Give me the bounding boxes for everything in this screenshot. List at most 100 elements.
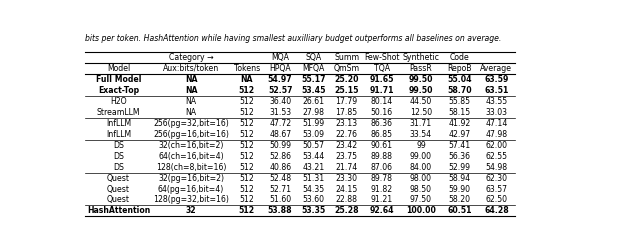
Text: 25.15: 25.15 [334,86,359,95]
Text: 99.00: 99.00 [410,152,432,161]
Text: 24.15: 24.15 [335,184,358,194]
Text: 25.28: 25.28 [334,206,359,215]
Text: 512: 512 [239,184,254,194]
Text: 512: 512 [239,196,254,204]
Text: 47.72: 47.72 [269,119,291,128]
Text: PassR: PassR [410,64,433,73]
Text: 17.85: 17.85 [335,108,358,117]
Text: 64(ch=16,bit=4): 64(ch=16,bit=4) [158,152,224,161]
Text: 91.65: 91.65 [369,75,394,84]
Text: RepoB: RepoB [447,64,472,73]
Text: 53.35: 53.35 [301,206,326,215]
Text: 91.82: 91.82 [371,184,393,194]
Text: NA: NA [186,108,196,117]
Text: 52.86: 52.86 [269,152,291,161]
Text: 128(pg=32,bit=16): 128(pg=32,bit=16) [153,196,229,204]
Text: Code: Code [450,53,470,62]
Text: 53.88: 53.88 [268,206,292,215]
Text: InfLLM: InfLLM [106,130,131,138]
Text: 86.36: 86.36 [371,119,393,128]
Text: 99: 99 [416,140,426,150]
Text: Few-Shot: Few-Shot [364,53,399,62]
Text: DS: DS [113,152,124,161]
Text: HashAttention: HashAttention [87,206,150,215]
Text: Quest: Quest [107,184,130,194]
Text: 62.00: 62.00 [485,140,508,150]
Text: H2O: H2O [110,97,127,106]
Text: 55.17: 55.17 [301,75,326,84]
Text: 63.57: 63.57 [485,184,508,194]
Text: 512: 512 [239,108,254,117]
Text: 50.16: 50.16 [371,108,393,117]
Text: 32(pg=16,bit=2): 32(pg=16,bit=2) [158,173,224,183]
Text: 50.57: 50.57 [302,140,324,150]
Text: 62.50: 62.50 [485,196,508,204]
Text: Average: Average [481,64,513,73]
Text: 54.35: 54.35 [302,184,324,194]
Text: 32(ch=16,bit=2): 32(ch=16,bit=2) [159,140,224,150]
Text: MQA: MQA [271,53,289,62]
Text: 89.78: 89.78 [371,173,393,183]
Text: 84.00: 84.00 [410,163,432,171]
Text: TQA: TQA [374,64,390,73]
Text: 58.15: 58.15 [449,108,471,117]
Text: 33.54: 33.54 [410,130,432,138]
Text: 90.61: 90.61 [371,140,393,150]
Text: 57.41: 57.41 [449,140,471,150]
Text: 512: 512 [239,119,254,128]
Text: StreamLLM: StreamLLM [97,108,140,117]
Text: Synthetic: Synthetic [403,53,440,62]
Text: 41.92: 41.92 [449,119,471,128]
Text: 52.71: 52.71 [269,184,291,194]
Text: 99.50: 99.50 [409,86,433,95]
Text: 89.88: 89.88 [371,152,393,161]
Text: 256(pg=16,bit=16): 256(pg=16,bit=16) [153,130,229,138]
Text: 51.31: 51.31 [302,173,324,183]
Text: 23.30: 23.30 [335,173,358,183]
Text: 60.51: 60.51 [447,206,472,215]
Text: 51.60: 51.60 [269,196,291,204]
Text: 256(pg=32,bit=16): 256(pg=32,bit=16) [153,119,229,128]
Text: Quest: Quest [107,173,130,183]
Text: 52.48: 52.48 [269,173,291,183]
Text: 22.76: 22.76 [335,130,358,138]
Text: 98.50: 98.50 [410,184,432,194]
Text: 62.55: 62.55 [485,152,508,161]
Text: 512: 512 [239,173,254,183]
Text: 91.71: 91.71 [369,86,394,95]
Text: 43.55: 43.55 [485,97,508,106]
Text: 97.50: 97.50 [410,196,432,204]
Text: DS: DS [113,140,124,150]
Text: 23.42: 23.42 [335,140,358,150]
Text: 26.61: 26.61 [302,97,324,106]
Text: Tokens: Tokens [234,64,260,73]
Text: NA: NA [185,86,197,95]
Text: 44.50: 44.50 [410,97,432,106]
Text: 58.70: 58.70 [447,86,472,95]
Text: Category →: Category → [169,53,213,62]
Text: 55.04: 55.04 [447,75,472,84]
Text: 63.51: 63.51 [484,86,509,95]
Text: 23.13: 23.13 [335,119,358,128]
Text: 50.99: 50.99 [269,140,291,150]
Text: 23.75: 23.75 [335,152,358,161]
Text: Exact-Top: Exact-Top [98,86,139,95]
Text: 17.79: 17.79 [335,97,358,106]
Text: 48.67: 48.67 [269,130,291,138]
Text: 128(ch=8,bit=16): 128(ch=8,bit=16) [156,163,227,171]
Text: NA: NA [186,97,196,106]
Text: Model: Model [107,64,130,73]
Text: 512: 512 [239,86,255,95]
Text: 54.98: 54.98 [485,163,508,171]
Text: 31.71: 31.71 [410,119,432,128]
Text: 62.30: 62.30 [485,173,508,183]
Text: DS: DS [113,163,124,171]
Text: 86.85: 86.85 [371,130,393,138]
Text: 54.97: 54.97 [268,75,292,84]
Text: 53.09: 53.09 [302,130,324,138]
Text: 512: 512 [239,206,255,215]
Text: 32: 32 [186,206,196,215]
Text: 52.57: 52.57 [268,86,292,95]
Text: 512: 512 [239,163,254,171]
Text: 53.44: 53.44 [302,152,324,161]
